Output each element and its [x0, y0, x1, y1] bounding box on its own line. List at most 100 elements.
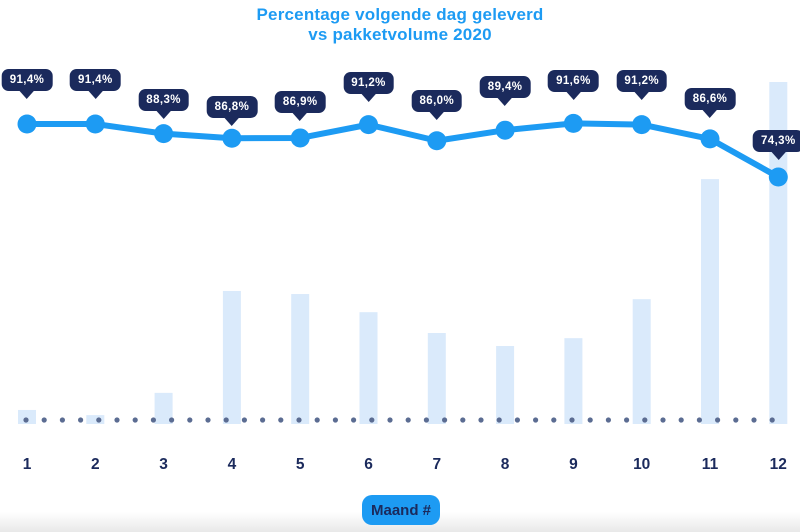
x-axis-label: 11	[701, 456, 719, 473]
baseline-dot	[660, 417, 666, 423]
volume-bars	[18, 82, 788, 424]
x-axis-label: 2	[90, 456, 100, 473]
baseline-dot	[496, 417, 502, 423]
data-label-tooltip: 74,3%	[752, 129, 800, 152]
data-label-tooltip: 86,8%	[206, 96, 258, 118]
x-axis-label: 1	[22, 456, 32, 473]
baseline-dot	[423, 417, 429, 423]
baseline-dot	[624, 417, 630, 423]
baseline-dot	[569, 417, 575, 423]
chart-title-line1: Percentage volgende dag geleverd	[256, 5, 544, 24]
line-point	[632, 115, 652, 135]
volume-bar	[86, 415, 105, 424]
x-axis-label: 6	[364, 456, 373, 473]
data-label-tooltip: 91,2%	[343, 72, 394, 94]
line-point	[495, 120, 515, 140]
x-axis-label: 12	[769, 456, 787, 473]
baseline-dot	[260, 417, 266, 423]
x-axis-label: 7	[432, 456, 442, 473]
baseline-dot	[551, 417, 557, 423]
x-axis-label: 3	[159, 456, 168, 473]
baseline-dot	[169, 417, 175, 423]
line-points	[17, 113, 788, 187]
baseline-dot	[478, 417, 484, 423]
volume-bar	[701, 179, 719, 424]
line-point	[359, 115, 378, 135]
volume-bar	[291, 294, 310, 424]
baseline-dot	[678, 417, 684, 423]
x-axis-label: 4	[227, 456, 237, 473]
baseline-dot	[587, 417, 593, 423]
line-point	[290, 128, 310, 148]
baseline-dot	[241, 417, 247, 423]
line-point	[563, 113, 583, 133]
baseline-dot	[369, 417, 375, 423]
line-point	[85, 114, 105, 134]
data-label-tooltip: 91,4%	[1, 69, 53, 91]
line-point	[427, 131, 447, 151]
baseline-dot	[751, 417, 757, 423]
data-label-tooltip: 86,6%	[684, 88, 736, 110]
data-label-tooltip: 86,0%	[411, 90, 463, 112]
line-point	[222, 128, 242, 148]
data-label-tooltip: 89,4%	[479, 76, 531, 98]
baseline-dot	[733, 417, 739, 423]
data-label-tooltip: 88,3%	[138, 89, 189, 111]
baseline-dot	[605, 417, 612, 423]
data-label-tooltip: 91,2%	[616, 70, 667, 92]
volume-bar	[18, 409, 36, 424]
baseline-dot	[150, 417, 156, 423]
volume-bar	[427, 333, 446, 424]
baseline-dot	[78, 417, 84, 423]
percentage-line-path	[24, 120, 782, 181]
x-axis-label: 9	[569, 456, 578, 473]
baseline-dot	[442, 417, 448, 423]
x-axis-label: 5	[295, 456, 305, 473]
x-axis-label: 8	[500, 456, 510, 473]
volume-bar	[769, 82, 788, 424]
line-point	[17, 114, 37, 134]
x-axis-title-badge: Maand #	[362, 495, 440, 525]
chart-title-line2: vs pakketvolume 2020	[308, 25, 492, 44]
baseline-dot	[59, 417, 65, 423]
baseline-dot	[41, 417, 47, 423]
volume-bar	[359, 312, 378, 424]
x-axis-label: 10	[633, 456, 651, 473]
data-label-tooltip: 91,4%	[69, 69, 121, 91]
baseline-dot	[278, 417, 284, 423]
baseline-dot	[187, 417, 193, 423]
baseline-dot	[405, 417, 411, 423]
baseline-dot	[533, 417, 539, 423]
baseline-dot	[296, 417, 302, 423]
baseline-dot	[96, 417, 102, 423]
line-point	[154, 124, 174, 144]
data-label-tooltip: 86,9%	[274, 91, 326, 113]
baseline-dot	[351, 417, 357, 423]
chart-title: Percentage volgende dag geleverd vs pakk…	[0, 5, 800, 45]
baseline-dot	[314, 417, 320, 423]
baseline-dot	[696, 417, 703, 423]
data-label-tooltip: 91,6%	[548, 70, 599, 92]
volume-bar	[564, 338, 583, 424]
baseline-dot	[23, 417, 29, 423]
baseline-dot	[132, 417, 138, 423]
percentage-line	[24, 120, 782, 181]
line-point	[768, 167, 788, 187]
baseline-dot	[769, 417, 775, 423]
baseline-dot	[205, 417, 211, 423]
baseline-dot	[332, 417, 338, 423]
baseline-dot	[642, 417, 648, 423]
baseline-dot	[223, 417, 229, 423]
baseline-dot	[715, 417, 721, 423]
volume-bar	[154, 392, 173, 424]
baseline-dot	[460, 417, 466, 423]
volume-bar	[632, 299, 651, 424]
baseline-dot	[387, 417, 393, 423]
baseline-dot	[114, 417, 120, 423]
dotted-baseline	[23, 417, 775, 423]
volume-bar	[496, 346, 515, 424]
line-point	[700, 129, 720, 149]
baseline-dot	[514, 417, 521, 423]
